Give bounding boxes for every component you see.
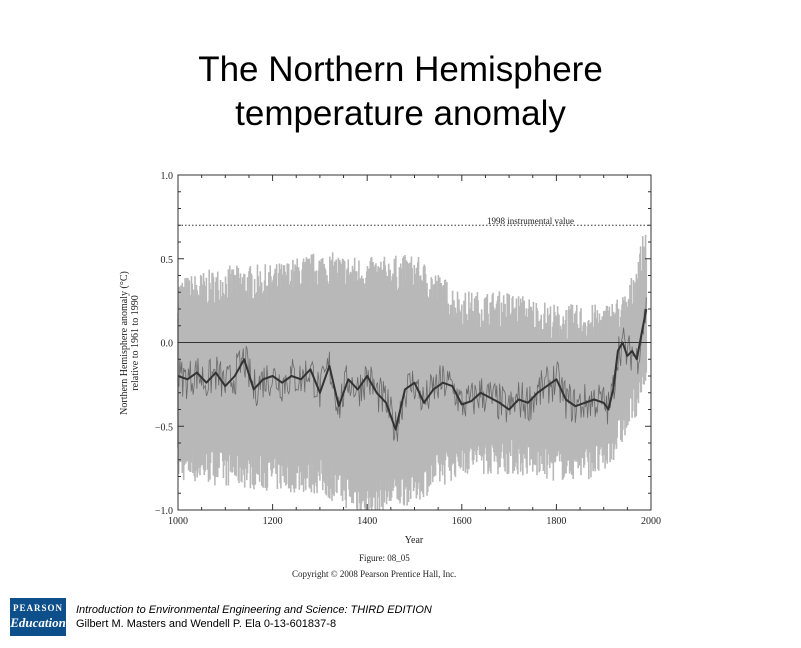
logo-wordmark-bottom: Education (10, 615, 66, 630)
y-axis-label-line1: Northern Hemisphere anomaly (°C) (119, 271, 130, 415)
footer-authors: Gilbert M. Masters and Wendell P. Ela 0-… (76, 618, 337, 630)
ref-line-label: 1998 instrumental value (487, 216, 574, 226)
smoothed-series-line (177, 308, 648, 431)
y-tick-label: 0.5 (161, 255, 174, 266)
y-tick-label: −1.0 (155, 506, 173, 517)
x-tick-label: 1000 (168, 516, 188, 527)
x-tick-label: 1600 (452, 516, 472, 527)
pearson-education-logo: PEARSON Education (10, 598, 66, 636)
footer-book-title: Introduction to Environmental Engineerin… (76, 604, 432, 616)
y-axis-label-line2: relative to 1961 to 1990 (130, 295, 141, 391)
y-tick-label: 1.0 (161, 171, 174, 182)
x-tick-label: 1400 (357, 516, 377, 527)
slide-title-line1: The Northern Hemisphere (198, 50, 603, 89)
footer-credit: Introduction to Environmental Engineerin… (76, 603, 432, 631)
x-tick-label: 2000 (641, 516, 661, 527)
annual-series-line (177, 297, 647, 442)
logo-wordmark-top: PEARSON (12, 603, 63, 613)
x-axis-label: Year (405, 535, 424, 546)
figure-caption: Figure: 08_05 (359, 553, 410, 563)
y-tick-label: 0.0 (161, 339, 174, 350)
x-tick-label: 1800 (546, 516, 566, 527)
copyright-caption: Copyright © 2008 Pearson Prentice Hall, … (292, 569, 456, 579)
slide-title-line2: temperature anomaly (235, 94, 566, 133)
x-tick-label: 1200 (263, 516, 283, 527)
slide-title: The Northern Hemisphere temperature anom… (0, 48, 801, 136)
temperature-anomaly-chart: 1000 1200 1400 1600 1800 2000 1.0 0.5 0.0 −0.5 −1.… (119, 171, 661, 579)
y-tick-label: −0.5 (155, 422, 173, 433)
